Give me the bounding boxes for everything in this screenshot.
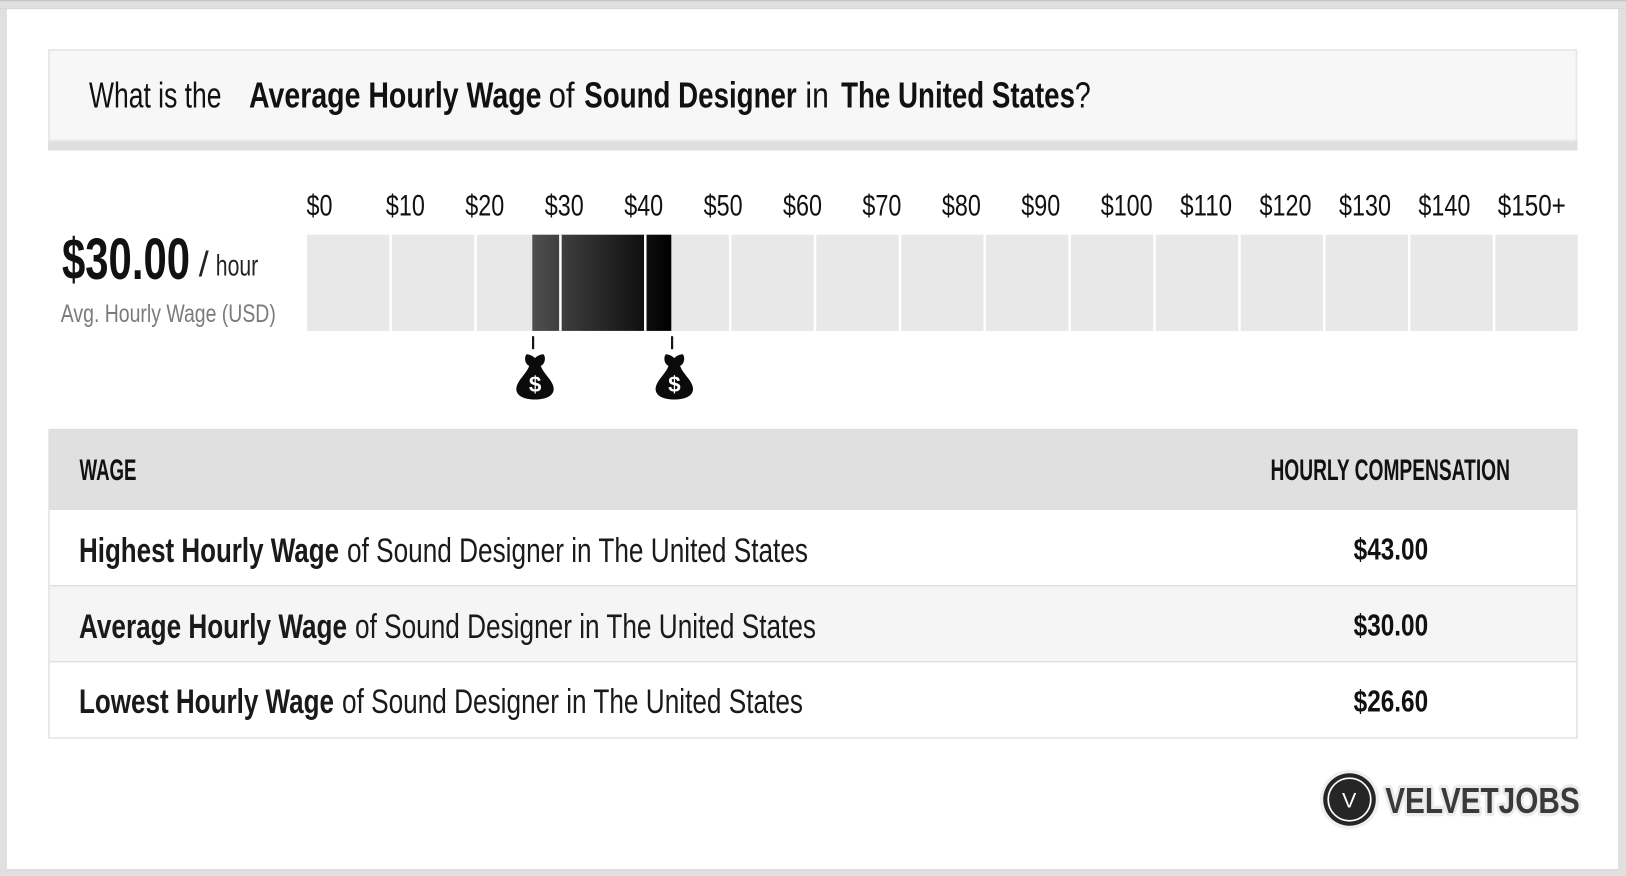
svg-text:?: ? [1075, 75, 1091, 116]
svg-text:Avg. Hourly Wage (USD): Avg. Hourly Wage (USD) [61, 300, 276, 328]
svg-text:$60: $60 [783, 190, 822, 223]
svg-text:$100: $100 [1101, 190, 1153, 223]
svg-text:$0: $0 [307, 190, 333, 223]
svg-text:$110: $110 [1180, 190, 1232, 223]
svg-text:WAGE: WAGE [80, 454, 137, 487]
svg-text:$130: $130 [1339, 190, 1391, 223]
svg-text:Average Hourly Wage: Average Hourly Wage [249, 75, 542, 116]
svg-text:$50: $50 [704, 190, 743, 223]
svg-text:$40: $40 [624, 190, 663, 223]
svg-text:/: / [199, 245, 209, 284]
svg-text:$: $ [668, 372, 681, 397]
svg-text:$80: $80 [942, 190, 981, 223]
svg-text:$150+: $150+ [1498, 190, 1566, 223]
svg-text:$10: $10 [386, 190, 425, 223]
svg-text:The United States: The United States [841, 75, 1075, 116]
svg-text:of Sound Designer in The Unite: of Sound Designer in The United States [355, 608, 816, 646]
svg-text:of Sound Designer in The Unite: of Sound Designer in The United States [342, 683, 803, 721]
svg-text:What is the: What is the [89, 75, 222, 116]
svg-text:$140: $140 [1418, 190, 1470, 223]
svg-text:of Sound Designer in The Unite: of Sound Designer in The United States [347, 532, 808, 570]
svg-text:$70: $70 [862, 190, 901, 223]
svg-text:of: of [549, 75, 576, 116]
svg-text:Highest Hourly Wage: Highest Hourly Wage [79, 532, 339, 570]
svg-text:$: $ [529, 372, 542, 397]
svg-text:$30.00: $30.00 [1354, 608, 1429, 643]
svg-text:V: V [1342, 788, 1357, 812]
svg-text:$90: $90 [1021, 190, 1060, 223]
svg-text:$20: $20 [465, 190, 504, 223]
svg-text:$120: $120 [1260, 190, 1312, 223]
svg-text:HOURLY COMPENSATION: HOURLY COMPENSATION [1270, 454, 1510, 487]
svg-text:$43.00: $43.00 [1354, 532, 1429, 567]
svg-text:in: in [805, 75, 828, 116]
svg-text:$30.00: $30.00 [62, 227, 190, 292]
svg-text:hour: hour [216, 249, 258, 282]
svg-text:Lowest Hourly Wage: Lowest Hourly Wage [79, 683, 334, 721]
svg-text:$26.60: $26.60 [1354, 684, 1429, 719]
svg-text:Sound Designer: Sound Designer [584, 75, 796, 116]
svg-text:Average Hourly Wage: Average Hourly Wage [79, 608, 347, 646]
svg-text:$30: $30 [545, 190, 584, 223]
svg-text:VELVETJOBS: VELVETJOBS [1385, 780, 1580, 821]
